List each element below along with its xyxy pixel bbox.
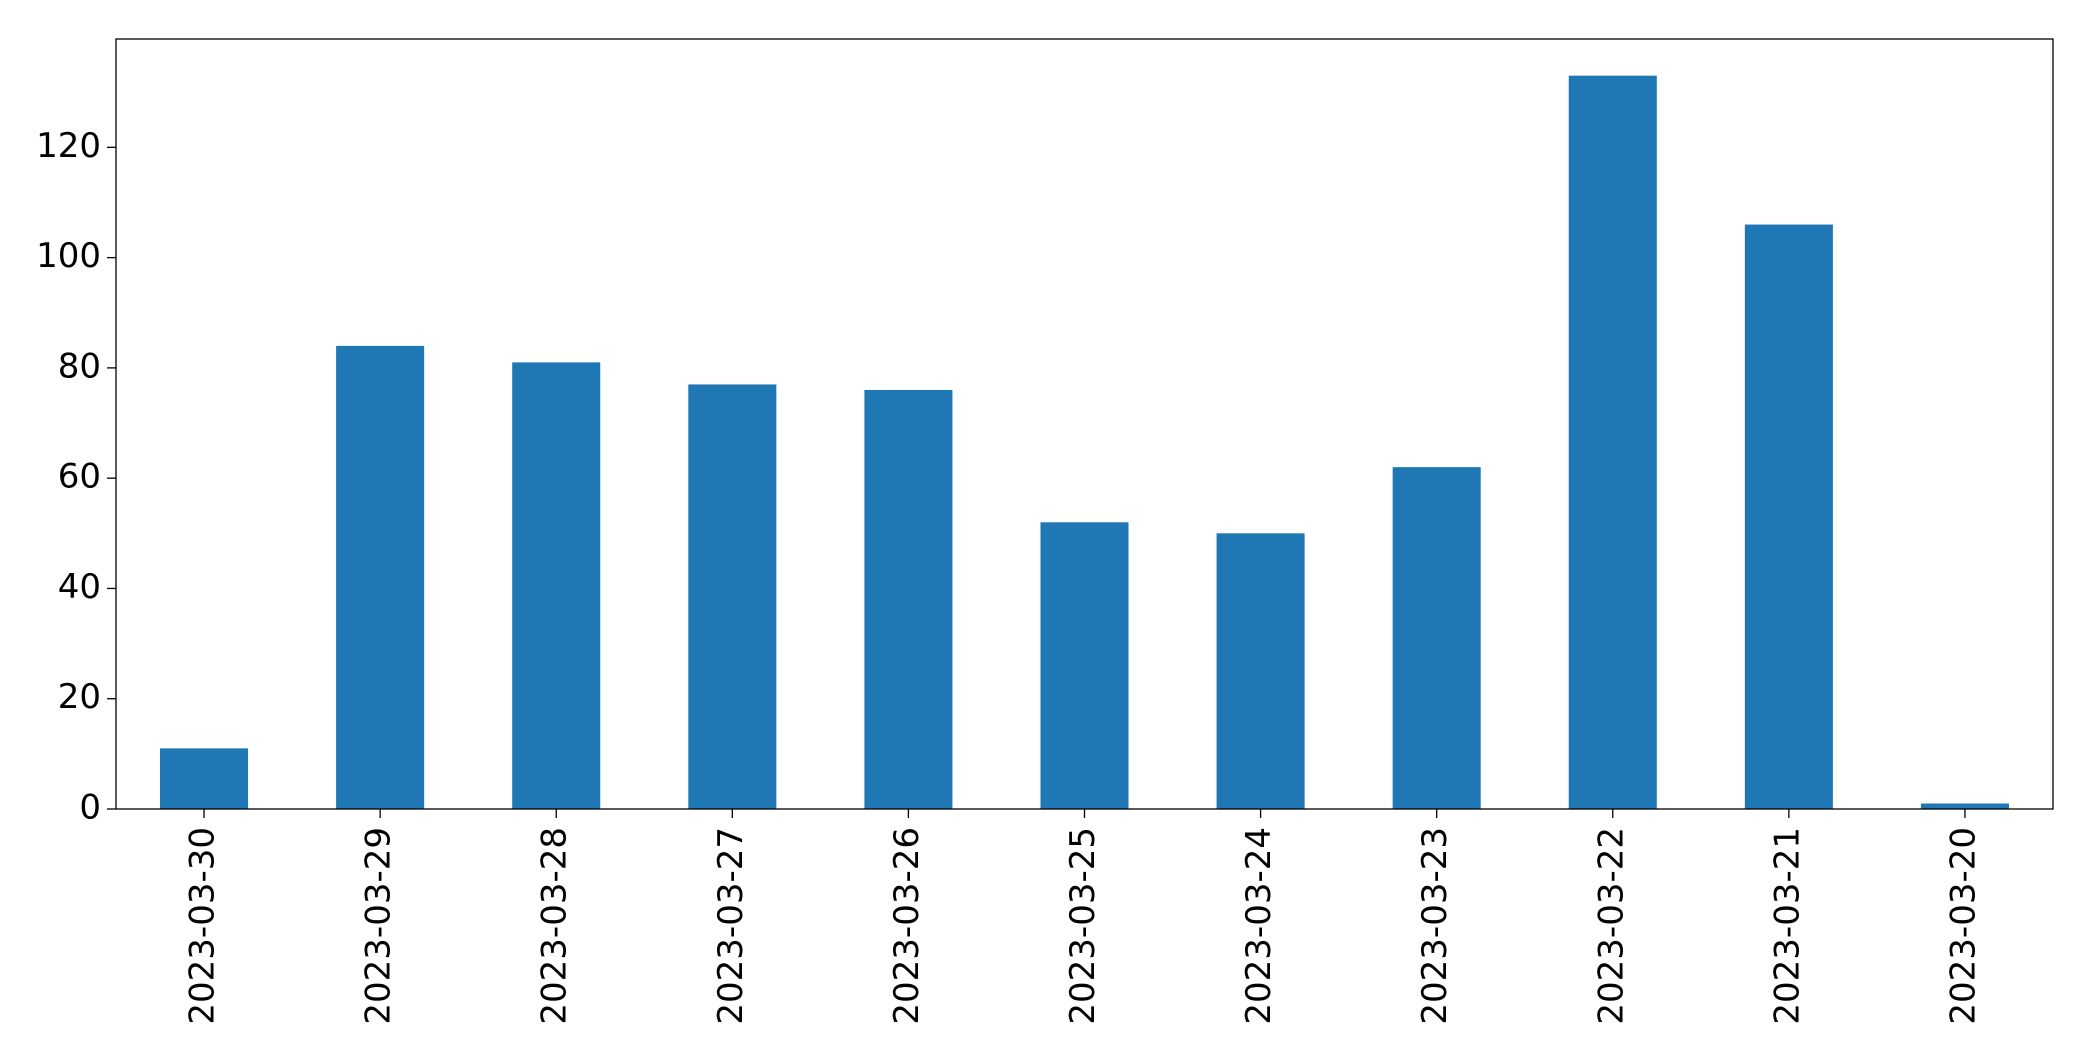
bar [1920,803,2009,809]
bar [1744,224,1833,810]
y-tick-label: 20 [58,677,101,717]
x-tick-label: 2023-03-27 [711,827,751,1025]
x-tick-label: 2023-03-20 [1943,827,1983,1025]
x-tick-label: 2023-03-29 [359,827,399,1025]
y-tick-label: 80 [58,346,101,386]
plot-frame [115,38,2054,810]
bar [160,748,249,809]
x-tick-label: 2023-03-21 [1767,827,1807,1025]
x-tick-label: 2023-03-26 [887,827,927,1025]
bar [1040,522,1129,809]
x-tick-label: 2023-03-23 [1415,827,1455,1025]
bar [864,389,953,809]
x-tick-label: 2023-03-28 [535,827,575,1025]
y-tick-label: 120 [36,126,101,166]
bar [1392,467,1481,809]
y-tick-label: 0 [79,788,101,828]
bar [336,345,425,809]
x-tick-label: 2023-03-30 [183,827,223,1025]
y-tick-label: 40 [58,567,101,607]
y-tick-label: 100 [36,236,101,276]
x-tick-label: 2023-03-24 [1239,827,1279,1025]
bar [688,384,777,809]
bar [1568,75,1657,809]
x-tick-label: 2023-03-25 [1063,827,1103,1025]
bar [1216,533,1305,809]
y-tick-label: 60 [58,457,101,497]
bar [512,362,601,809]
x-tick-label: 2023-03-22 [1591,827,1631,1025]
